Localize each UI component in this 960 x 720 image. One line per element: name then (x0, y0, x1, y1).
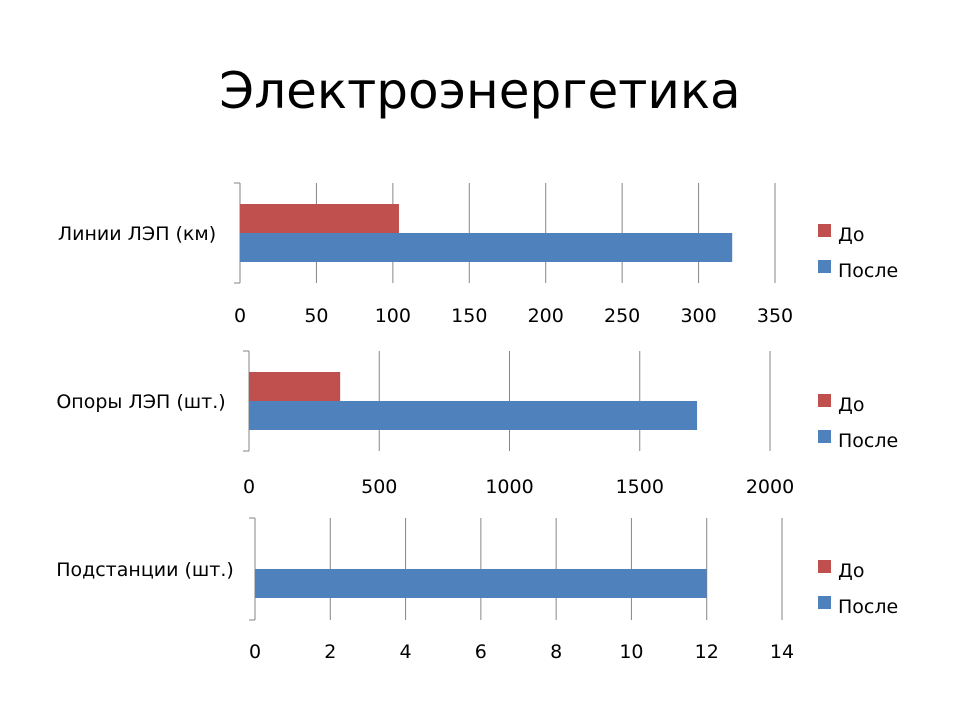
chart-svg-substations: Подстанции (шт.) 0 2 4 6 8 10 12 14 До После (56, 517, 898, 663)
chart-svg-line-supports: Опоры ЛЭП (шт.) 0 500 1000 1500 2000 До После (56, 350, 898, 498)
legend-label: После (838, 260, 898, 282)
legend-swatch (818, 430, 831, 443)
bar-После (240, 233, 733, 262)
legend-label: До (838, 560, 864, 582)
legend-swatch (818, 260, 831, 273)
tick-label: 1000 (485, 476, 533, 498)
tick-label: 200 (528, 305, 564, 327)
tick-label: 2000 (746, 476, 794, 498)
legend-label: До (838, 224, 864, 246)
chart-substations: Подстанции (шт.) 0 2 4 6 8 10 12 14 До После (0, 506, 960, 676)
legend-label: После (838, 430, 898, 452)
tick-label: 4 (400, 641, 412, 663)
tick-label: 2 (324, 641, 336, 663)
tick-label: 6 (475, 641, 487, 663)
bar-После (249, 401, 698, 430)
bar-До (249, 372, 341, 401)
category-label: Подстанции (шт.) (56, 559, 234, 581)
tick-label: 50 (304, 305, 328, 327)
legend-swatch (818, 224, 831, 237)
tick-label: 0 (234, 305, 246, 327)
bar-До (240, 204, 399, 233)
chart-line-supports: Опоры ЛЭП (шт.) 0 500 1000 1500 2000 До После (0, 340, 960, 510)
tick-label: 12 (695, 641, 719, 663)
tick-label: 8 (550, 641, 562, 663)
legend-swatch (818, 560, 831, 573)
legend-label: До (838, 394, 864, 416)
tick-label: 14 (770, 641, 794, 663)
slide-title: Электроэнергетика (219, 62, 741, 120)
category-label: Линии ЛЭП (км) (58, 223, 216, 245)
category-label: Опоры ЛЭП (шт.) (56, 391, 225, 413)
tick-label: 300 (680, 305, 716, 327)
tick-label: 100 (375, 305, 411, 327)
tick-label: 250 (604, 305, 640, 327)
chart-power-lines: Линии ЛЭП (км) 0 50 100 150 200 250 300 350 До Пос… (0, 170, 960, 340)
tick-label: 150 (451, 305, 487, 327)
tick-label: 0 (249, 641, 261, 663)
legend-label: После (838, 596, 898, 618)
tick-label: 1500 (616, 476, 664, 498)
chart-svg-power-lines: Линии ЛЭП (км) 0 50 100 150 200 250 300 350 До Пос… (58, 182, 898, 327)
tick-label: 10 (619, 641, 643, 663)
tick-label: 0 (243, 476, 255, 498)
legend-swatch (818, 394, 831, 407)
tick-label: 500 (361, 476, 397, 498)
bar-После (255, 569, 707, 598)
tick-label: 350 (757, 305, 793, 327)
legend-swatch (818, 596, 831, 609)
